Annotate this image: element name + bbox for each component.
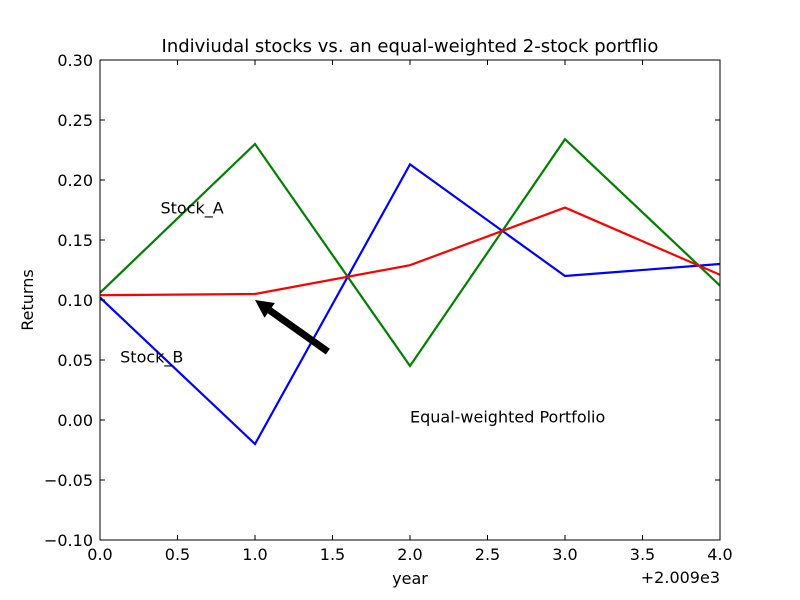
- series-line-portfolio: [100, 206, 720, 297]
- y-tick-label: −0.10: [44, 531, 93, 550]
- x-tick-label: 2.0: [397, 545, 422, 564]
- tick-layer: 0.0 0.5 1.0 1.5 2.0 2.5 3.0 3.5 4.0 −0.10 −0.05 0.0…: [44, 51, 733, 564]
- annotation-layer: Stock_A Stock_B Equal-weighted Portfolio: [120, 199, 605, 427]
- annotation-portfolio: Equal-weighted Portfolio: [410, 407, 605, 426]
- x-tick-label: 2.5: [475, 545, 500, 564]
- x-tick-label: 1.0: [242, 545, 267, 564]
- x-tick-label: 4.0: [707, 545, 732, 564]
- y-tick-label: 0.30: [57, 51, 93, 70]
- y-tick-label: 0.20: [57, 171, 93, 190]
- y-tick-label: 0.10: [57, 291, 93, 310]
- annotation-stock-a: Stock_A: [160, 199, 223, 219]
- series-line-stock-a: [100, 137, 720, 368]
- y-tick-label: 0.05: [57, 351, 93, 370]
- x-tick-label: 3.0: [552, 545, 577, 564]
- x-tick-label: 1.5: [320, 545, 345, 564]
- annotation-stock-b: Stock_B: [120, 347, 183, 367]
- y-tick-label: 0.25: [57, 111, 93, 130]
- x-offset-label: +2.009e3: [641, 568, 720, 587]
- arrow-shaft: [267, 307, 330, 355]
- y-tick-label: 0.15: [57, 231, 93, 250]
- series-line-stock-b: [100, 162, 720, 446]
- x-axis-label: year: [392, 569, 428, 588]
- y-axis-label: Returns: [18, 269, 37, 330]
- x-tick-label: 0.5: [165, 545, 190, 564]
- x-tick-label: 3.5: [630, 545, 655, 564]
- chart-title: Indiviudal stocks vs. an equal-weighted …: [162, 36, 659, 57]
- series-layer: [100, 137, 720, 446]
- plot-frame: [99, 59, 721, 541]
- arrow-head: [255, 300, 275, 318]
- y-tick-label: −0.05: [44, 471, 93, 490]
- x-tick-label: 0.0: [87, 545, 112, 564]
- y-tick-label: 0.00: [57, 411, 93, 430]
